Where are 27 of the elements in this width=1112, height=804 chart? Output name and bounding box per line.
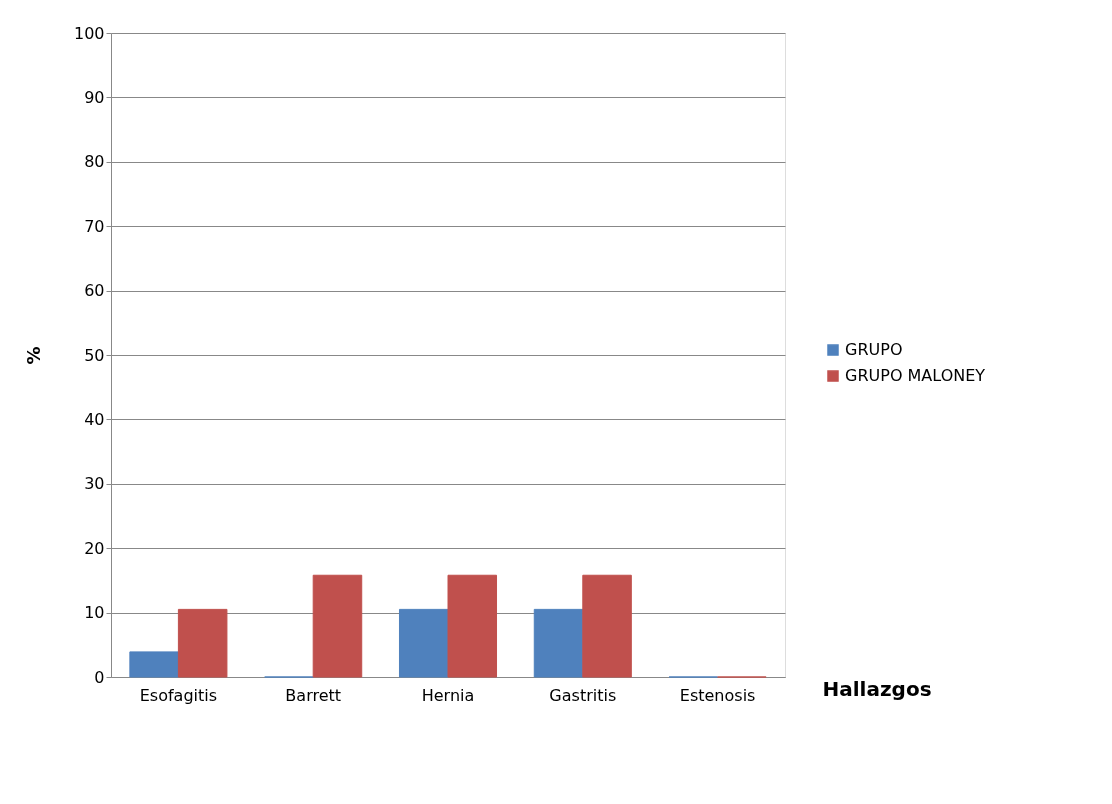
y-tick-label: 100: [73, 23, 105, 43]
x-axis-title: Hallazgos: [822, 676, 932, 701]
y-tick-label: 20: [84, 538, 105, 558]
bar: [312, 574, 363, 678]
y-tick-label: 60: [84, 281, 105, 301]
x-tick-label: Gastritis: [549, 685, 617, 705]
bar: [447, 574, 498, 678]
y-tick-label: 90: [84, 87, 105, 107]
y-tick-label: 50: [84, 345, 105, 365]
y-tick-label: 30: [84, 474, 105, 494]
bar: [533, 608, 584, 678]
y-tick-label: 40: [84, 409, 105, 429]
y-axis-title: %: [22, 346, 44, 365]
x-tick-label: Esofagitis: [139, 685, 218, 705]
x-tick-label: Hernia: [421, 685, 475, 705]
y-tick-label: 80: [84, 152, 105, 172]
bar: [582, 574, 632, 678]
legend-label: GRUPO MALONEY: [845, 366, 986, 386]
bar: [398, 608, 449, 678]
y-tick-label: 0: [94, 667, 105, 687]
x-tick-label: Barrett: [285, 685, 342, 705]
y-tick-label: 10: [84, 603, 105, 623]
legend-label: GRUPO: [845, 340, 903, 360]
y-tick-label: 70: [84, 216, 105, 236]
x-tick-label: Estenosis: [679, 685, 756, 705]
bar: [177, 608, 228, 678]
bar: [129, 651, 179, 678]
